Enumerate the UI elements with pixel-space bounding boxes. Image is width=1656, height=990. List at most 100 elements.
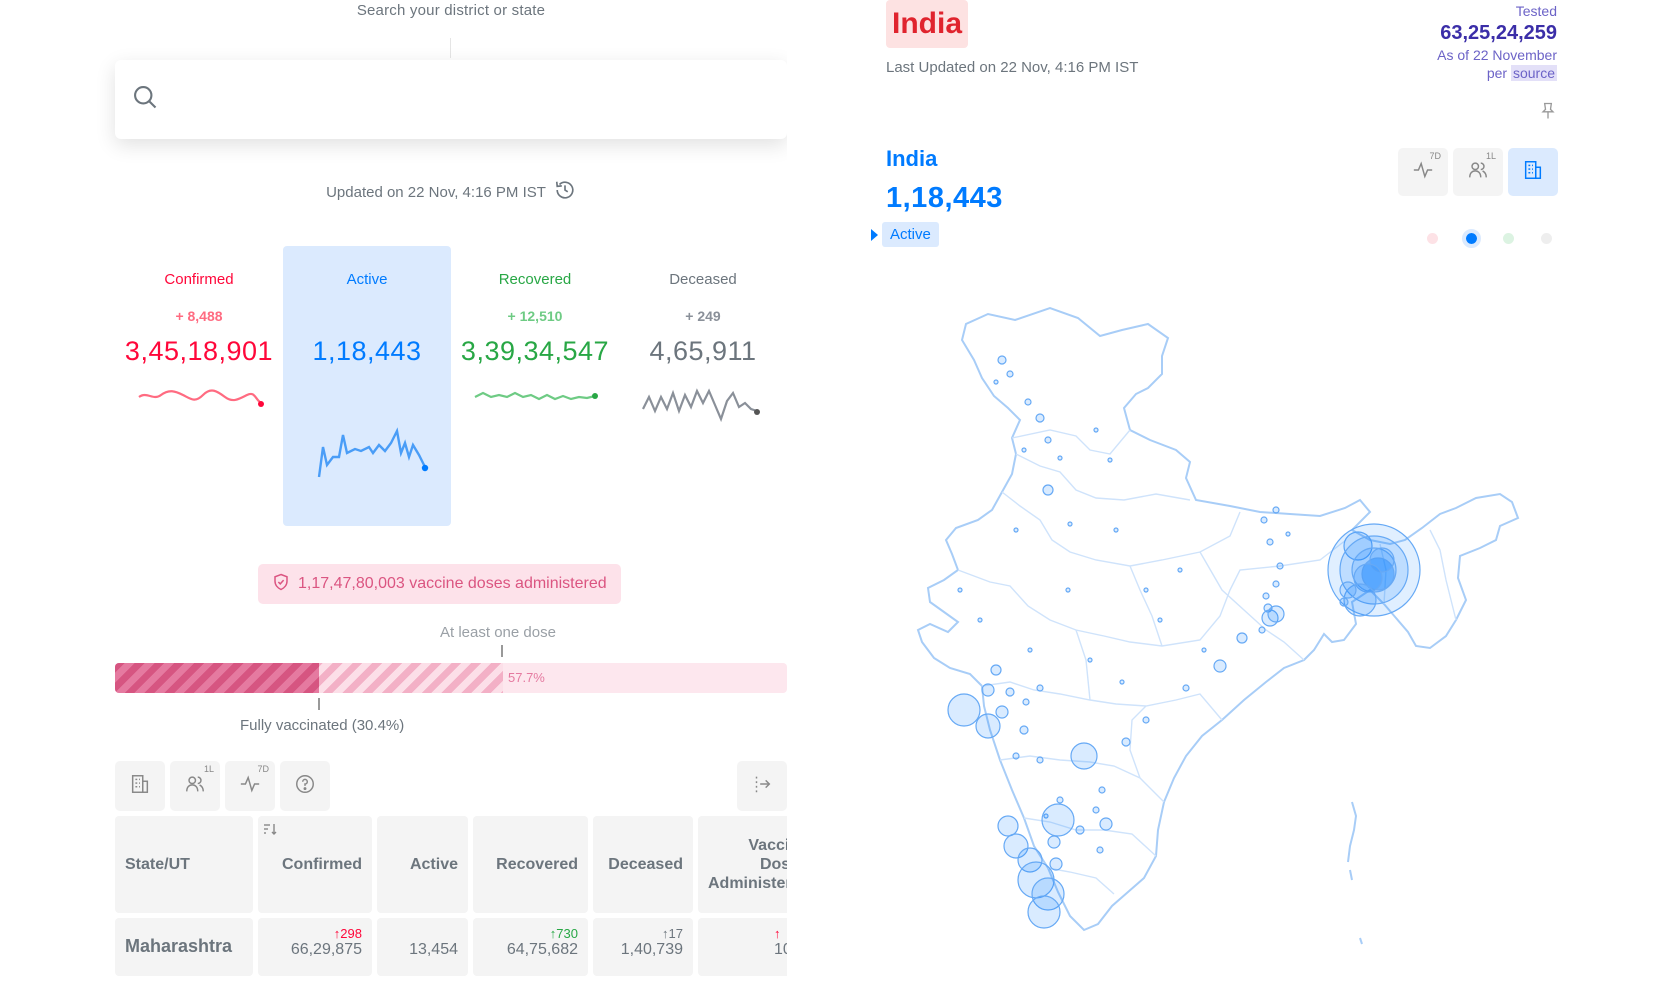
cell-vaccine: ↑10.: [698, 918, 787, 976]
stat-total: 3,45,18,901: [124, 336, 274, 366]
vaccination-progress-bar: 57.7%: [115, 663, 787, 693]
last-updated-right: Last Updated on 22 Nov, 4:16 PM IST: [886, 59, 1139, 76]
state-name: Maharashtra: [125, 936, 233, 956]
india-map[interactable]: [900, 290, 1540, 980]
stat-label: Recovered: [498, 271, 572, 288]
source-link[interactable]: source: [1510, 65, 1557, 81]
total-value: 1,40,739: [620, 941, 683, 958]
search-input[interactable]: [171, 79, 787, 120]
search-box[interactable]: [115, 60, 787, 139]
seven-day-badge: 7D: [1429, 151, 1441, 161]
table-button-per-district[interactable]: [115, 761, 165, 811]
pin-icon[interactable]: [1538, 100, 1558, 127]
map-button-per-lakh[interactable]: 1L: [1453, 148, 1503, 196]
help-icon: [294, 773, 316, 800]
map-islands: [1347, 801, 1363, 945]
search-label: Search your district or state: [356, 2, 546, 19]
column-header-deceased[interactable]: Deceased: [593, 816, 693, 913]
pulse-icon: [1412, 159, 1434, 186]
stat-recovered[interactable]: Recovered + 12,510 3,39,34,547: [451, 246, 619, 526]
map-button-7-day[interactable]: 7D: [1398, 148, 1448, 196]
expand-columns-button[interactable]: [737, 761, 787, 811]
delta-value: ↑: [774, 926, 781, 941]
district-bubbles: [947, 355, 1421, 929]
sparkline-confirmed: [138, 389, 264, 407]
table-button-per-lakh[interactable]: 1L: [170, 761, 220, 811]
sparkline-deceased: [642, 388, 760, 423]
fully-vaccinated-fill: [115, 663, 320, 693]
stat-label: Deceased: [669, 271, 737, 288]
stat-total: 1,18,443: [312, 336, 422, 366]
fully-vaccinated-tick: [318, 698, 320, 710]
stat-dot-recovered[interactable]: [1503, 233, 1514, 244]
tested-per: per: [1486, 65, 1508, 81]
tested-as-of: As of 22 November: [1437, 47, 1557, 63]
column-header-recovered[interactable]: Recovered: [473, 816, 588, 913]
stat-active[interactable]: Active 1,18,443: [283, 246, 451, 526]
last-updated: Updated on 22 Nov, 4:16 PM IST: [115, 179, 787, 205]
stat-total: 4,65,911: [649, 336, 757, 366]
column-header-confirmed[interactable]: Confirmed: [258, 816, 372, 913]
expand-columns-icon: [751, 773, 773, 800]
table-button-7-day[interactable]: 7D: [225, 761, 275, 811]
fully-vaccinated-label: Fully vaccinated (30.4%): [240, 717, 405, 734]
header-label: Confirmed: [282, 855, 362, 873]
delta-value: ↑17: [662, 926, 683, 941]
delta-value: ↑730: [549, 926, 578, 941]
users-icon: [1467, 159, 1489, 186]
total-value: 13,454: [409, 941, 458, 958]
stat-deceased[interactable]: Deceased + 249 4,65,911: [619, 246, 787, 526]
pulse-icon: [239, 773, 261, 800]
tested-info: Tested 63,25,24,259 As of 22 November pe…: [1437, 2, 1557, 82]
stat-delta: + 8,488: [175, 308, 223, 324]
stat-dot-confirmed[interactable]: [1427, 233, 1438, 244]
total-value: 64,75,682: [506, 941, 578, 958]
tested-value: 63,25,24,259: [1440, 22, 1557, 44]
cell-recovered: ↑730 64,75,682: [473, 918, 588, 976]
at-least-one-percent: 57.7%: [508, 670, 545, 685]
at-least-one-dose-label: At least one dose: [440, 624, 556, 641]
map-state-borders: [957, 429, 1457, 895]
caret-right-icon: [871, 229, 878, 241]
map-region-title: India: [886, 146, 938, 171]
updated-text: Updated on 22 Nov, 4:16 PM IST: [326, 183, 546, 201]
total-value: 10.: [774, 941, 787, 958]
column-header-active[interactable]: Active: [377, 816, 468, 913]
header-label: State/UT: [125, 855, 190, 873]
building-icon: [129, 773, 151, 800]
table-button-help[interactable]: [280, 761, 330, 811]
total-value: 66,29,875: [290, 941, 362, 958]
delta-value: [387, 926, 458, 941]
shield-check-icon: [272, 572, 290, 597]
stat-label: Active: [346, 271, 388, 288]
building-icon: [1522, 159, 1544, 186]
header-label: Recovered: [496, 855, 578, 873]
cell-confirmed: ↑298 66,29,875: [258, 918, 372, 976]
stat-confirmed[interactable]: Confirmed + 8,488 3,45,18,901: [115, 246, 283, 526]
search-icon: [131, 83, 159, 116]
sparkline-recovered: [474, 391, 598, 401]
vaccine-doses-text: 1,17,47,80,003 vaccine doses administere…: [298, 575, 607, 592]
cell-state[interactable]: Maharashtra: [115, 918, 253, 976]
stat-dot-deceased[interactable]: [1541, 233, 1552, 244]
users-icon: [184, 773, 206, 800]
header-label: Active: [409, 855, 458, 873]
stat-label: Confirmed: [164, 271, 234, 288]
stat-delta: + 12,510: [507, 308, 563, 324]
region-tag: India: [886, 0, 969, 48]
left-panel: Search your district or state Updated on…: [0, 0, 787, 990]
stat-dot-active[interactable]: [1462, 229, 1481, 248]
column-header-vaccine[interactable]: Vaccine Doses Administered: [698, 816, 787, 913]
map-button-districts[interactable]: [1508, 148, 1558, 196]
map-statistic-label[interactable]: Active: [882, 222, 939, 247]
stat-delta: [283, 308, 451, 326]
column-header-state[interactable]: State/UT: [115, 816, 253, 913]
cell-active: 13,454: [377, 918, 468, 976]
header-label: Vaccine Doses Administered: [708, 837, 787, 892]
header-label: Deceased: [608, 855, 683, 873]
tested-label: Tested: [1515, 3, 1557, 19]
map-total: 1,18,443: [886, 182, 1003, 214]
history-icon[interactable]: [554, 179, 576, 205]
stat-delta: + 249: [685, 308, 721, 324]
